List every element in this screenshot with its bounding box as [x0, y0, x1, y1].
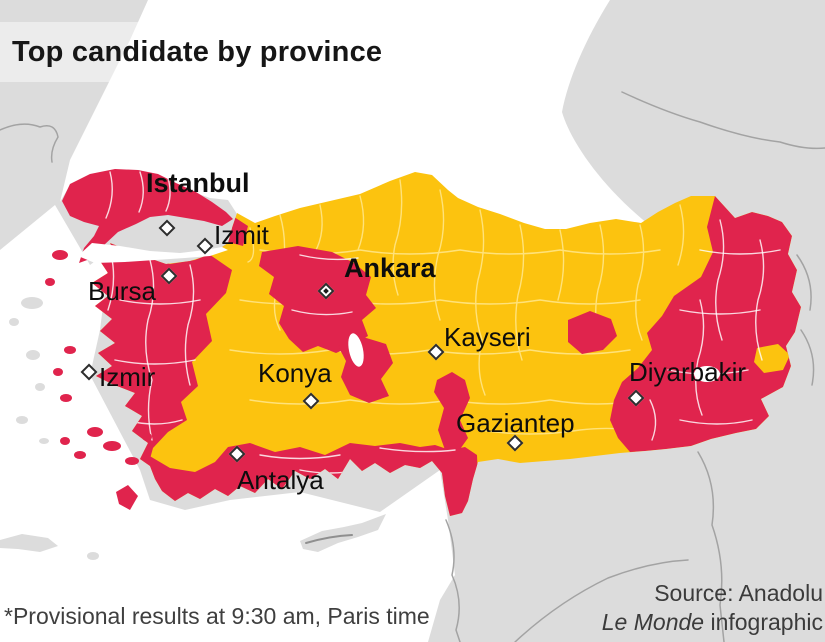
city-label-diyarbakir: Diyarbakir: [629, 357, 747, 387]
lake-van: [694, 366, 720, 382]
lake-tuz: [348, 333, 364, 367]
black-sea: [60, 0, 648, 230]
country-borders: [0, 91, 825, 642]
turkish-islands: [45, 250, 152, 510]
city-label-bursa: Bursa: [88, 276, 156, 306]
city-label-izmir: Izmir: [99, 362, 156, 392]
region-red-ankara: [259, 246, 376, 353]
region-red-tongue: [434, 372, 470, 452]
title-band: [0, 22, 462, 82]
crete-island: [0, 534, 58, 552]
page-title: Top candidate by province: [12, 36, 383, 68]
footnote: *Provisional results at 9:30 am, Paris t…: [4, 603, 430, 629]
city-label-izmit: Izmit: [214, 220, 269, 250]
source-line-2-rest: infographic: [704, 609, 823, 635]
cyprus-island: [300, 514, 386, 552]
source-line-2: Le Monde infographic: [602, 609, 823, 636]
region-yellow-pocket-ne: [754, 344, 790, 373]
city-label-antalya: Antalya: [237, 465, 324, 495]
city-label-kayseri: Kayseri: [444, 322, 531, 352]
region-red-thrace: [62, 169, 233, 263]
city-label-konya: Konya: [258, 358, 332, 388]
cyprus-division-line: [305, 534, 353, 544]
foreign-islands: [0, 297, 386, 560]
source-publication: Le Monde: [601, 609, 705, 635]
region-red-east: [610, 196, 801, 452]
city-label-ankara: Ankara: [344, 253, 436, 283]
city-label-gaziantep: Gaziantep: [456, 408, 575, 438]
region-red-inner-blob: [568, 311, 617, 354]
marmara-sea: [78, 243, 228, 263]
source-line-1: Source: Anadolu: [654, 580, 823, 606]
city-label-istanbul: Istanbul: [146, 168, 250, 198]
